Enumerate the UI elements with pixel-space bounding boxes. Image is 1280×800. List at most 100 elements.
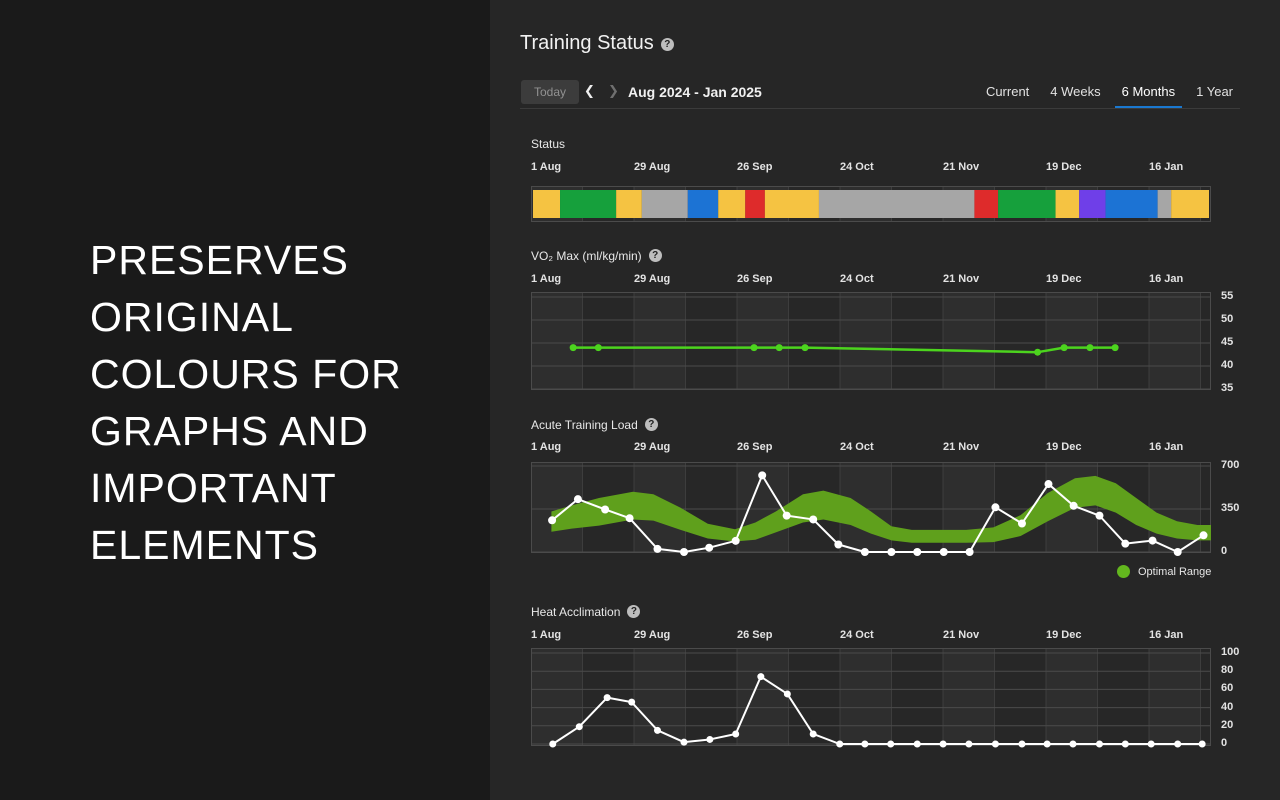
data-point[interactable] [939,548,948,556]
data-point[interactable] [1034,348,1042,356]
data-point[interactable] [680,548,688,556]
date-label: 21 Nov [943,273,980,285]
data-point[interactable] [1017,519,1026,528]
data-point[interactable] [887,740,895,748]
data-point[interactable] [569,344,577,352]
data-point[interactable] [939,740,947,748]
status-segment-yellow[interactable] [764,190,819,218]
atl-help-icon[interactable]: ? [644,418,658,431]
status-segment-green[interactable] [560,190,617,218]
data-point[interactable] [913,548,922,556]
data-point[interactable] [860,548,869,556]
tab-6-months[interactable]: 6 Months [1114,80,1183,109]
data-point[interactable] [1044,480,1053,489]
data-point[interactable] [1198,740,1206,748]
data-point[interactable] [1121,740,1129,748]
data-point[interactable] [1095,740,1103,748]
data-point[interactable] [991,503,1000,512]
data-point[interactable] [706,735,714,743]
data-point[interactable] [1121,539,1130,548]
training-status-panel: Training Status? Today ❮ ❯ Aug 2024 - Ja… [490,0,1280,800]
tab-1-year[interactable]: 1 Year [1196,84,1233,99]
data-point[interactable] [1147,740,1155,748]
data-point[interactable] [836,740,844,748]
data-point[interactable] [705,543,714,552]
data-point[interactable] [1095,511,1104,520]
data-point[interactable] [887,548,896,556]
data-point[interactable] [603,694,611,702]
help-icon[interactable]: ? [660,38,674,51]
status-segment-yellow[interactable] [616,190,642,218]
status-segment-yellow[interactable] [718,190,746,218]
data-point[interactable] [1148,536,1157,545]
status-segment-red[interactable] [974,190,999,218]
data-point[interactable] [801,344,809,352]
data-point[interactable] [573,495,582,504]
date-label: 19 Dec [1046,629,1082,641]
heat-section-label: Heat Acclimation? [531,605,641,619]
status-segment-gray[interactable] [1157,190,1172,218]
data-point[interactable] [782,511,791,520]
data-point[interactable] [628,698,636,706]
status-segment-blue[interactable] [687,190,719,218]
data-point[interactable] [757,673,765,681]
data-point[interactable] [991,740,999,748]
vo2-max-chart[interactable] [531,292,1211,390]
data-point[interactable] [731,536,740,545]
data-point[interactable] [861,740,869,748]
chevron-right-icon[interactable]: ❯ [608,83,619,98]
data-point[interactable] [653,544,662,553]
acute-training-load-chart[interactable] [531,462,1211,556]
chevron-left-icon[interactable]: ❮ [584,83,595,98]
data-point[interactable] [1199,531,1208,540]
data-point[interactable] [1111,344,1119,352]
tab-current[interactable]: Current [985,84,1030,99]
tab-4-weeks[interactable]: 4 Weeks [1050,84,1101,99]
data-point[interactable] [1060,344,1068,352]
data-point[interactable] [680,738,688,746]
data-point[interactable] [601,505,610,514]
data-point[interactable] [775,344,783,352]
data-point[interactable] [1086,344,1094,352]
status-segment-green[interactable] [998,190,1056,218]
heat-acclimation-chart[interactable] [531,648,1211,748]
y-tick-label: 55 [1221,290,1234,302]
status-timeline-chart[interactable] [531,186,1211,222]
data-point[interactable] [965,740,973,748]
status-segment-yellow[interactable] [1055,190,1080,218]
status-segment-gray[interactable] [641,190,688,218]
data-point[interactable] [834,540,843,549]
status-segment-red[interactable] [745,190,765,218]
data-point[interactable] [732,730,740,738]
data-point[interactable] [1069,740,1077,748]
data-point[interactable] [1174,740,1182,748]
data-point[interactable] [548,516,557,525]
data-point[interactable] [1069,501,1078,510]
status-segment-gray[interactable] [818,190,975,218]
status-segment-yellow[interactable] [533,190,561,218]
y-tick-label: 40 [1221,700,1234,713]
data-point[interactable] [625,514,634,523]
data-point[interactable] [1018,740,1026,748]
data-point[interactable] [1173,548,1182,556]
data-point[interactable] [809,515,818,524]
data-point[interactable] [750,344,758,352]
status-segment-blue[interactable] [1105,190,1158,218]
data-point[interactable] [575,723,583,731]
data-point[interactable] [783,690,791,698]
y-tick-label: 0 [1221,545,1228,557]
status-segment-purple[interactable] [1079,190,1106,218]
data-point[interactable] [965,548,974,556]
data-point[interactable] [549,740,557,748]
heat-help-icon[interactable]: ? [627,605,641,618]
data-point[interactable] [1043,740,1051,748]
data-point[interactable] [653,726,661,734]
data-point[interactable] [809,730,817,738]
data-point[interactable] [758,471,767,480]
vo2-help-icon[interactable]: ? [648,249,662,262]
status-segment-yellow[interactable] [1171,190,1209,218]
data-point[interactable] [594,344,602,352]
today-button[interactable]: Today [521,80,580,104]
y-tick-label: 50 [1221,313,1234,325]
data-point[interactable] [913,740,921,748]
